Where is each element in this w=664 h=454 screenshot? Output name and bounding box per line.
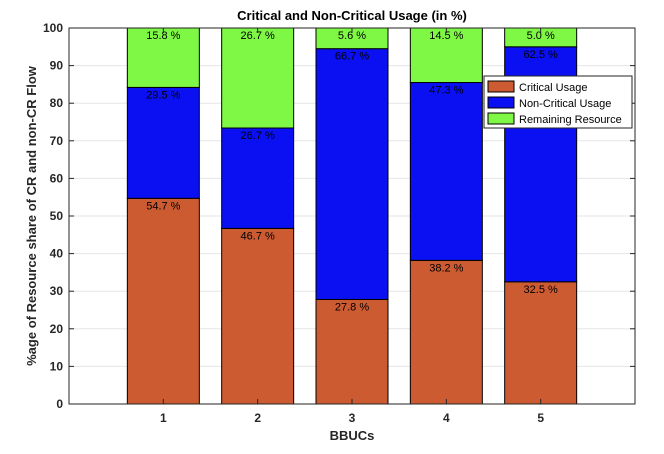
bar-segment-critical-usage-5 [504, 281, 578, 405]
data-label: 26.7 % [241, 30, 275, 42]
data-label: 38.2 % [429, 262, 463, 274]
data-label: 29.5 % [146, 89, 180, 101]
legend-entry: Remaining Resource [519, 114, 622, 126]
y-tick-label: 40 [50, 247, 64, 261]
bar-segment-non-critical-usage-1 [126, 86, 200, 199]
y-tick-label: 30 [50, 284, 64, 298]
data-label: 27.8 % [335, 301, 369, 313]
legend-entry: Non-Critical Usage [519, 98, 611, 110]
data-labels: 54.7 % 29.5 % 15.8 % 46.7 % 26.7 % 26.7 % 27.8… [146, 30, 558, 313]
data-label: 32.5 % [524, 284, 558, 296]
bar-segment-critical-usage-3 [315, 298, 389, 405]
legend-swatch [487, 96, 515, 109]
data-label: 5.6 % [338, 30, 366, 42]
legend: Critical Usage Non-Critical Usage Remainin… [483, 75, 633, 129]
y-tick-label: 50 [50, 209, 64, 223]
bar-segment-critical-usage-2 [221, 227, 295, 405]
x-axis-label: BBUCs [330, 428, 375, 443]
x-tick-label: 3 [349, 411, 356, 425]
data-label: 47.3 % [429, 85, 463, 97]
y-axis-label: %age of Resource share of CR and non-CR … [24, 65, 39, 366]
bar-segment-non-critical-usage-3 [315, 48, 389, 300]
y-tick-label: 60 [50, 171, 64, 185]
x-tick-label: 4 [443, 411, 450, 425]
y-tick-label: 80 [50, 96, 64, 110]
y-tick-label: 70 [50, 134, 64, 148]
x-tick-label: 1 [160, 411, 167, 425]
data-label: 46.7 % [241, 230, 275, 242]
data-label: 62.5 % [524, 49, 558, 61]
legend-entry: Critical Usage [519, 82, 587, 94]
axes: 0 10 20 30 40 50 60 70 80 90 100 1 2 3 4 5 [43, 21, 635, 425]
data-label: 15.8 % [146, 30, 180, 42]
x-tick-label: 5 [537, 411, 544, 425]
bar-segment-critical-usage-4 [409, 259, 483, 405]
chart-title: Critical and Non-Critical Usage (in %) [237, 8, 467, 23]
data-label: 26.7 % [241, 130, 275, 142]
x-tick-label: 2 [254, 411, 261, 425]
data-label: 14.5 % [429, 30, 463, 42]
y-tick-label: 0 [56, 397, 63, 411]
legend-swatch [487, 80, 515, 93]
bar-segment-non-critical-usage-2 [221, 127, 295, 229]
legend-swatch [487, 112, 515, 125]
y-tick-label: 100 [43, 21, 63, 35]
bar-segment-remaining-resource-2 [221, 27, 295, 129]
data-label: 66.7 % [335, 51, 369, 63]
y-tick-label: 20 [50, 322, 64, 336]
y-tick-label: 90 [50, 59, 64, 73]
bar-segment-critical-usage-1 [126, 197, 200, 405]
data-label: 5.0 % [527, 30, 555, 42]
data-label: 54.7 % [146, 200, 180, 212]
bar-segment-non-critical-usage-4 [409, 82, 483, 261]
y-tick-label: 10 [50, 359, 64, 373]
bar-segment-remaining-resource-4 [409, 27, 483, 84]
